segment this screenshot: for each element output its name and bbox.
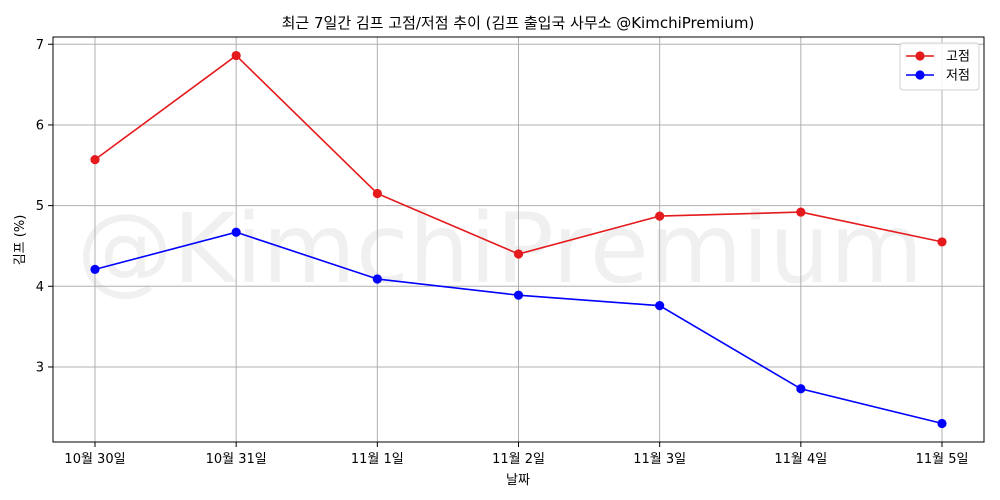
x-tick-label: 11월 4일: [774, 452, 827, 467]
data-point: [90, 264, 100, 274]
data-point: [372, 188, 382, 199]
y-tick-label: 3: [36, 360, 44, 375]
legend-marker: [915, 70, 925, 80]
x-tick-label: 11월 3일: [633, 452, 686, 467]
chart-title: 최근 7일간 김프 고점/저점 추이 (김프 출입국 사무소 @KimchiPr…: [282, 14, 755, 32]
y-axis-label: 김프 (%): [13, 215, 28, 266]
x-tick-label: 10월 31일: [206, 452, 267, 467]
x-axis-label: 날짜: [506, 473, 530, 488]
data-point: [796, 384, 806, 394]
x-axis-ticks: 10월 30일 10월 31일 11월 1일 11월 2일 11월 3일 11월 4일 11…: [64, 442, 968, 467]
y-tick-label: 7: [36, 38, 44, 53]
data-point: [372, 274, 382, 284]
x-tick-label: 10월 30일: [64, 452, 125, 467]
x-tick-label: 11월 2일: [492, 452, 545, 467]
data-point: [796, 207, 806, 217]
data-point: [513, 290, 524, 300]
legend-label: 고점: [946, 50, 970, 65]
y-axis-ticks: 3 4 5 6 7: [36, 38, 53, 375]
data-point: [513, 249, 524, 259]
y-tick-label: 5: [36, 199, 44, 214]
x-tick-label: 11월 1일: [351, 452, 404, 467]
data-point: [231, 50, 241, 61]
grid-lines: [53, 37, 984, 442]
data-point: [937, 237, 947, 247]
y-tick-label: 6: [36, 118, 44, 133]
data-point: [90, 155, 100, 165]
watermark-text: @KimchiPremium: [77, 193, 924, 305]
x-tick-label: 11월 5일: [916, 452, 969, 467]
data-point: [231, 227, 241, 237]
legend-label: 저점: [946, 69, 970, 84]
data-point: [655, 211, 665, 221]
data-point: [937, 418, 947, 429]
data-point: [655, 301, 665, 311]
y-tick-label: 4: [36, 280, 44, 295]
series-layer: [90, 50, 947, 429]
legend-marker: [915, 51, 925, 61]
